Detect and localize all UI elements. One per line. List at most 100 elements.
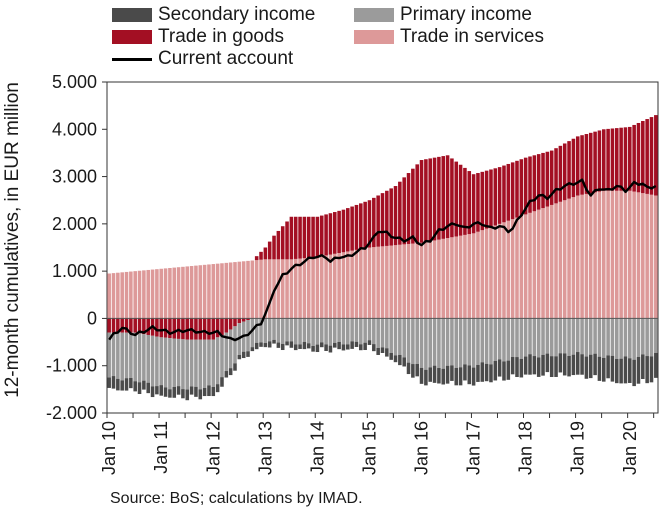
bar-trade-in-goods xyxy=(302,216,307,259)
bar-trade-in-services xyxy=(202,264,207,319)
bar-trade-in-goods xyxy=(380,193,385,247)
bar-trade-in-services xyxy=(155,269,159,319)
bar-primary-income xyxy=(497,318,502,360)
bar-primary-income xyxy=(476,318,480,365)
bar-trade-in-goods xyxy=(419,160,424,243)
bar-primary-income xyxy=(428,318,433,368)
bar-secondary-income xyxy=(558,353,563,373)
bar-secondary-income xyxy=(215,384,220,393)
bar-trade-in-goods xyxy=(437,156,441,240)
bar-primary-income xyxy=(645,318,649,357)
bar-trade-in-goods xyxy=(424,159,428,242)
bar-trade-in-services xyxy=(463,234,467,319)
bar-primary-income xyxy=(354,318,359,342)
bar-secondary-income xyxy=(480,362,485,382)
bar-primary-income xyxy=(168,338,172,390)
bar-trade-in-goods xyxy=(523,157,528,215)
bar-trade-in-services xyxy=(285,259,289,319)
bar-secondary-income xyxy=(636,356,641,384)
primary-income-swatch xyxy=(354,8,394,22)
bar-trade-in-goods xyxy=(489,169,493,228)
bar-secondary-income xyxy=(597,356,602,381)
bar-secondary-income xyxy=(541,354,545,376)
bar-trade-in-goods xyxy=(588,132,593,194)
bar-trade-in-services xyxy=(480,230,485,319)
bar-trade-in-services xyxy=(198,265,203,319)
bar-trade-in-goods xyxy=(185,318,190,340)
bar-primary-income xyxy=(437,318,441,369)
bar-trade-in-goods xyxy=(337,210,341,254)
bar-secondary-income xyxy=(428,367,433,382)
bar-primary-income xyxy=(615,318,619,360)
bar-primary-income xyxy=(411,318,415,365)
bar-trade-in-services xyxy=(246,260,250,319)
bar-primary-income xyxy=(293,318,298,345)
x-tick-label: Jan 19 xyxy=(568,421,588,475)
bar-primary-income xyxy=(363,318,367,343)
bar-secondary-income xyxy=(228,368,233,376)
bar-primary-income xyxy=(515,318,519,358)
bar-secondary-income xyxy=(628,358,632,383)
bar-trade-in-services xyxy=(510,219,515,319)
bar-trade-in-services xyxy=(515,217,519,319)
bar-trade-in-goods xyxy=(645,119,649,194)
y-tick-label: 4.000 xyxy=(52,119,97,139)
bar-trade-in-goods xyxy=(293,216,298,259)
bar-trade-in-goods xyxy=(515,160,519,218)
bar-trade-in-goods xyxy=(558,145,563,202)
bar-primary-income xyxy=(376,318,380,348)
bar-trade-in-services xyxy=(623,190,628,319)
bar-secondary-income xyxy=(241,351,246,359)
bar-trade-in-goods xyxy=(120,318,124,333)
bar-primary-income xyxy=(584,318,589,357)
bar-secondary-income xyxy=(315,344,320,353)
bar-trade-in-services xyxy=(298,258,302,319)
bar-primary-income xyxy=(601,318,606,358)
bar-trade-in-services xyxy=(606,190,610,319)
bar-trade-in-goods xyxy=(476,173,480,232)
x-tick-label: Jan 20 xyxy=(620,421,640,475)
bar-primary-income xyxy=(567,318,571,356)
bar-trade-in-goods xyxy=(628,126,632,191)
bar-trade-in-goods xyxy=(389,188,393,246)
bar-secondary-income xyxy=(306,343,311,349)
bar-secondary-income xyxy=(601,357,606,382)
bar-trade-in-services xyxy=(588,193,593,319)
bar-primary-income xyxy=(445,318,450,366)
x-tick-label: Jan 16 xyxy=(412,421,432,475)
bar-trade-in-services xyxy=(628,190,632,319)
bar-primary-income xyxy=(263,318,268,344)
bar-trade-in-services xyxy=(233,262,237,319)
bar-trade-in-services xyxy=(441,238,446,319)
y-tick-label: 5.000 xyxy=(52,72,97,92)
bar-trade-in-services xyxy=(536,209,541,319)
bar-primary-income xyxy=(272,318,276,340)
bar-trade-in-goods xyxy=(181,318,185,340)
bar-secondary-income xyxy=(111,376,116,389)
bar-trade-in-goods xyxy=(506,163,511,221)
bar-primary-income xyxy=(532,318,537,357)
bar-primary-income xyxy=(324,318,328,345)
bar-primary-income xyxy=(311,318,315,347)
bar-secondary-income xyxy=(519,358,524,378)
legend-label: Current account xyxy=(158,48,294,69)
legend-label: Trade in goods xyxy=(158,26,285,47)
bar-primary-income xyxy=(632,318,636,360)
bar-secondary-income xyxy=(528,354,532,375)
bar-secondary-income xyxy=(337,341,341,350)
bar-trade-in-services xyxy=(124,271,129,319)
bar-primary-income xyxy=(441,318,446,369)
bar-secondary-income xyxy=(510,357,515,375)
bar-secondary-income xyxy=(259,342,263,347)
bar-secondary-income xyxy=(293,344,298,351)
bar-trade-in-goods xyxy=(636,122,641,193)
bar-primary-income xyxy=(202,339,207,388)
bar-trade-in-goods xyxy=(272,235,276,260)
bar-trade-in-goods xyxy=(202,318,207,340)
bar-trade-in-services xyxy=(259,259,263,319)
bar-trade-in-services xyxy=(276,259,281,319)
legend-trade-in-services: Trade in services xyxy=(354,26,544,48)
bar-trade-in-goods xyxy=(471,174,476,234)
bar-secondary-income xyxy=(168,389,172,398)
